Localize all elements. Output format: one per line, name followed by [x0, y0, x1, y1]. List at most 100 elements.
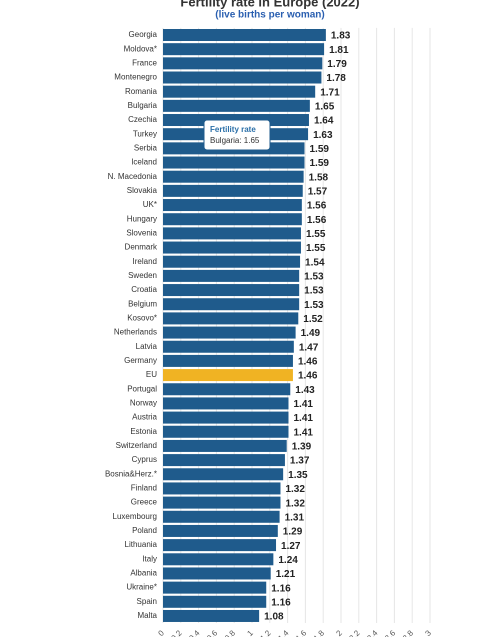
value-label: 1.54 [305, 257, 325, 268]
value-label: 1.53 [304, 272, 324, 283]
x-tick-label: 1.6 [294, 628, 309, 637]
bar [163, 354, 293, 367]
y-tick-label: Cyprus [132, 455, 157, 464]
y-tick-label: Greece [131, 498, 158, 507]
y-tick-label: Croatia [131, 285, 157, 294]
y-tick-label: Belgium [128, 299, 157, 308]
value-label: 1.08 [264, 612, 284, 623]
y-tick-label: Georgia [129, 30, 158, 39]
value-label: 1.81 [329, 45, 349, 56]
bar [163, 184, 303, 197]
value-label: 1.65 [315, 101, 335, 112]
tooltip-title: Fertility rate [210, 125, 256, 134]
y-tick-label: Montenegro [114, 73, 157, 82]
x-tick-label: 1.4 [276, 628, 291, 637]
value-label: 1.32 [285, 498, 305, 509]
bar [163, 326, 296, 339]
y-tick-label: France [132, 58, 157, 67]
value-label: 1.59 [310, 144, 330, 155]
y-tick-label: EU [146, 370, 157, 379]
y-tick-label: Czechia [128, 115, 157, 124]
bar [163, 213, 302, 226]
bar [163, 99, 310, 112]
y-tick-label: Poland [132, 526, 157, 535]
y-tick-label: Hungary [127, 214, 157, 223]
y-tick-label: Malta [137, 611, 157, 620]
value-label: 1.41 [293, 413, 313, 424]
x-tick-label: 1.8 [312, 628, 327, 637]
bar [163, 227, 301, 240]
y-tick-label: Germany [124, 356, 157, 365]
value-label: 1.53 [304, 300, 324, 311]
value-label: 1.16 [271, 583, 291, 594]
y-tick-label: Ukraine* [126, 583, 157, 592]
value-label: 1.47 [299, 342, 319, 353]
bar [163, 255, 301, 268]
bar [163, 284, 300, 297]
bar [163, 539, 277, 552]
y-tick-label: Sweden [128, 271, 157, 280]
value-label: 1.32 [285, 484, 305, 495]
x-tick-label: 2.8 [401, 628, 416, 637]
value-label: 1.71 [320, 87, 340, 98]
value-label: 1.31 [285, 512, 305, 523]
value-label: 1.52 [303, 314, 323, 325]
bar [163, 269, 300, 282]
y-tick-label: Moldova* [124, 44, 157, 53]
y-tick-label: N. Macedonia [108, 172, 158, 181]
value-label: 1.55 [306, 243, 326, 254]
value-label: 1.63 [313, 130, 333, 141]
y-tick-label: Slovakia [127, 186, 158, 195]
bar [163, 553, 274, 566]
bar [163, 312, 299, 325]
bar [163, 567, 271, 580]
y-tick-label: Slovenia [126, 228, 157, 237]
bar [163, 510, 280, 523]
value-label: 1.24 [278, 555, 298, 566]
value-label: 1.57 [308, 187, 328, 198]
y-tick-label: Kosovo* [127, 314, 157, 323]
value-label: 1.27 [281, 541, 301, 552]
value-label: 1.53 [304, 286, 324, 297]
y-tick-label: Switzerland [116, 441, 157, 450]
bar [163, 411, 289, 424]
y-tick-label: Romania [125, 87, 158, 96]
y-tick-label: Luxembourg [113, 512, 157, 521]
y-tick-label: Austria [132, 413, 157, 422]
bar [163, 85, 316, 98]
y-tick-label: Finland [131, 484, 157, 493]
y-tick-label: Bosnia&Herz.* [105, 469, 157, 478]
bar [163, 454, 285, 467]
y-tick-label: Bulgaria [128, 101, 158, 110]
y-tick-label: Ireland [133, 257, 157, 266]
value-label: 1.83 [331, 31, 351, 42]
value-label: 1.16 [271, 597, 291, 608]
bar [163, 298, 300, 311]
value-label: 1.79 [327, 59, 347, 70]
value-label: 1.59 [310, 158, 330, 169]
y-tick-label: Netherlands [114, 328, 157, 337]
bar [163, 383, 291, 396]
value-label: 1.43 [295, 385, 315, 396]
bar [163, 199, 302, 212]
value-label: 1.37 [290, 456, 310, 467]
value-label: 1.29 [283, 527, 303, 538]
value-label: 1.35 [288, 470, 308, 481]
x-tick-label: 3 [423, 628, 433, 637]
y-tick-label: UK* [143, 200, 157, 209]
y-tick-label: Norway [130, 399, 157, 408]
y-tick-label: Turkey [133, 129, 157, 138]
value-label: 1.58 [309, 172, 329, 183]
bar [163, 581, 267, 594]
tooltip: Fertility rate Bulgaria: 1.65 [203, 119, 271, 151]
x-tick-label: 1 [245, 628, 255, 637]
bar [163, 397, 289, 410]
bar [163, 241, 301, 254]
x-tick-label: 0.2 [169, 628, 184, 637]
y-tick-label: Portugal [127, 384, 157, 393]
y-tick-label: Italy [142, 554, 157, 563]
chart-title: Fertility rate in Europe (2022) [180, 0, 359, 9]
bar [163, 340, 294, 353]
bar [163, 170, 304, 183]
bar [163, 482, 281, 495]
